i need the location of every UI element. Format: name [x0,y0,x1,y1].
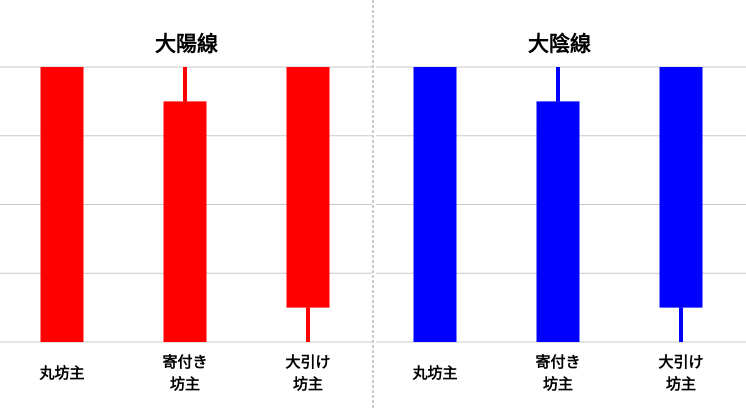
candle-body [286,67,330,308]
upper-wick [556,67,560,102]
chart-title: 大陰線 [528,32,591,56]
x-tick-label: 大引け 坊主 [285,353,331,393]
x-tick-label: 大引け 坊主 [658,353,704,393]
chart-title: 大陽線 [155,32,218,56]
candle-body [40,67,84,342]
x-tick-label: 丸坊主 [39,364,85,382]
upper-wick [183,67,187,102]
candle-body [163,101,207,342]
candle-body [659,67,703,308]
x-tick-label: 寄付き 坊主 [162,353,208,393]
candle-body [413,67,457,342]
lower-wick [306,307,310,342]
candle-body [536,101,580,342]
lower-wick [679,307,683,342]
x-tick-label: 寄付き 坊主 [535,353,581,393]
x-tick-label: 丸坊主 [412,364,458,382]
